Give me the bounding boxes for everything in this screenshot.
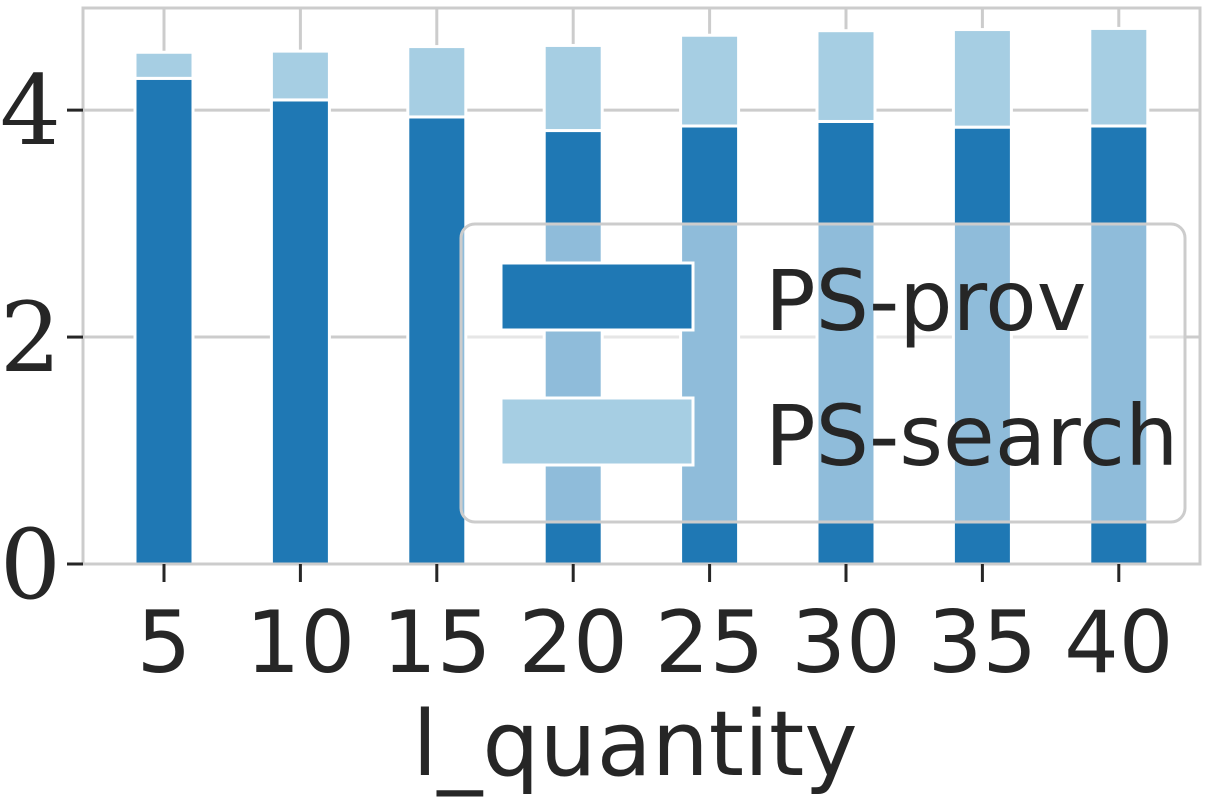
- bar-ps-prov: [406, 115, 468, 566]
- legend-swatch-ps-search: [499, 396, 695, 467]
- y-tick-label: 2: [0, 282, 61, 394]
- bar-ps-prov: [269, 98, 331, 566]
- x-tick-label: 5: [137, 593, 192, 693]
- legend-swatch-ps-prov: [499, 261, 695, 332]
- legend-label-ps-search: PS-search: [765, 387, 1178, 485]
- y-tick-label: 0: [0, 509, 61, 621]
- legend: PS-prov PS-search: [459, 222, 1187, 524]
- plot-frame: [81, 6, 1202, 566]
- bar-ps-search: [1088, 26, 1150, 128]
- x-tick-label: 40: [1064, 593, 1173, 693]
- x-axis-label: l_quantity: [412, 692, 857, 797]
- x-tick-label: 10: [246, 593, 355, 693]
- x-tick-label: 20: [518, 593, 627, 693]
- bar-ps-search: [133, 50, 195, 80]
- bar-ps-search: [951, 28, 1013, 129]
- x-tick-label: 15: [382, 593, 491, 693]
- ticks: 0 2 4 5 10 15 20 25 30 35 40: [0, 55, 1174, 693]
- bar-ps-search: [679, 33, 741, 128]
- legend-label-ps-prov: PS-prov: [765, 252, 1086, 350]
- x-tick-label: 25: [655, 593, 764, 693]
- bar-ps-search: [269, 49, 331, 102]
- x-tick-label: 35: [928, 593, 1037, 693]
- bar-ps-search: [815, 29, 877, 123]
- x-tick-label: 30: [791, 593, 900, 693]
- y-tick-label: 4: [0, 55, 61, 167]
- bar-ps-prov: [133, 76, 195, 566]
- bar-ps-search: [542, 43, 604, 133]
- bar-ps-search: [406, 45, 468, 119]
